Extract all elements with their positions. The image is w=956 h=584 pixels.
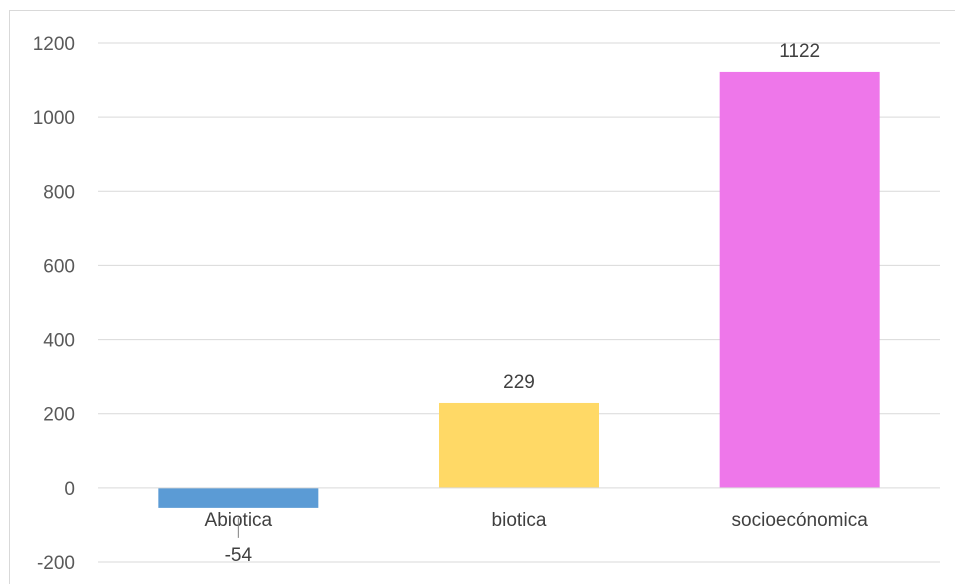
y-tick-label: 0 <box>64 479 75 500</box>
category-label: socioecónomica <box>732 510 869 531</box>
y-tick-label: 1000 <box>33 108 75 129</box>
data-label: -54 <box>225 545 253 566</box>
y-tick-label: 600 <box>43 256 75 277</box>
y-tick-label: 1200 <box>33 34 75 55</box>
data-label: 1122 <box>779 41 820 62</box>
y-axis-tick-labels: 1200 1000 800 600 400 200 0 -200 <box>33 34 75 574</box>
chart-area <box>9 10 955 584</box>
data-labels: -54 229 1122 <box>225 41 820 566</box>
bar-abiotica <box>158 487 319 508</box>
category-label: biotica <box>492 510 547 531</box>
bar-socioecónomica <box>719 71 880 488</box>
category-labels: Abiotica biotica socioecónomica <box>205 510 869 531</box>
y-tick-label: 800 <box>43 182 75 203</box>
bar-biotica <box>439 402 599 488</box>
y-tick-label: 200 <box>43 405 75 426</box>
y-tick-label: -200 <box>37 553 75 574</box>
y-tick-label: 400 <box>43 331 75 352</box>
data-label: 229 <box>503 372 535 393</box>
bars <box>158 71 880 508</box>
